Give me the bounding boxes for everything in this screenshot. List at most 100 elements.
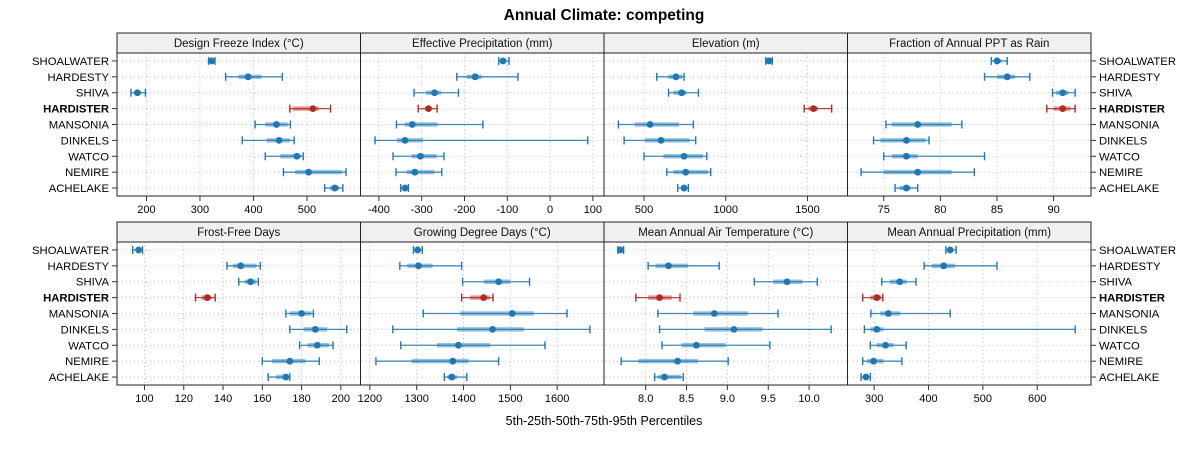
- median-dot: [411, 168, 419, 176]
- x-tick-label: 180: [292, 393, 310, 405]
- site-label-right: HARDESTY: [1099, 261, 1161, 273]
- x-tick-label: 9.0: [720, 393, 735, 405]
- median-dot: [810, 105, 817, 113]
- x-tick-label: 500: [635, 204, 653, 216]
- median-dot: [298, 310, 305, 317]
- median-dot: [313, 341, 321, 349]
- median-dot: [480, 294, 488, 302]
- x-tick-label: 200: [332, 393, 350, 405]
- median-dot: [1003, 73, 1011, 81]
- site-label-right: DINKELS: [1099, 324, 1148, 336]
- median-dot: [665, 262, 672, 270]
- median-dot: [471, 73, 479, 81]
- site-label-left: NEMIRE: [65, 167, 109, 179]
- median-dot: [305, 168, 312, 176]
- site-label-left: SHIVA: [76, 277, 110, 289]
- median-dot: [902, 136, 910, 144]
- median-dot: [331, 184, 339, 192]
- x-tick-label: 600: [1028, 393, 1046, 405]
- median-dot: [1059, 105, 1067, 113]
- median-dot: [273, 121, 280, 128]
- site-label-left: DINKELS: [61, 324, 110, 336]
- median-dot: [203, 294, 211, 302]
- x-tick-label: 0: [547, 204, 553, 216]
- median-dot: [657, 136, 665, 144]
- site-label-left: ACHELAKE: [49, 372, 110, 384]
- x-tick-label: 9.5: [761, 393, 776, 405]
- site-label-left: WATCO: [68, 151, 109, 163]
- median-dot: [896, 278, 904, 286]
- median-dot: [680, 152, 688, 160]
- median-dot: [244, 73, 252, 81]
- median-dot: [282, 373, 290, 381]
- percentiles-caption: 5th-25th-50th-75th-95th Percentiles: [506, 414, 703, 428]
- x-tick-label: 500: [974, 393, 992, 405]
- x-tick-label: 1600: [545, 393, 569, 405]
- strip-label: Growing Degree Days (°C): [414, 227, 551, 239]
- median-dot: [286, 357, 294, 365]
- site-label-right: NEMIRE: [1099, 356, 1143, 368]
- x-tick-label: 500: [298, 204, 316, 216]
- x-tick-label: 300: [191, 204, 209, 216]
- x-tick-label: -300: [411, 204, 433, 216]
- site-label-right: SHOALWATER: [1099, 56, 1176, 68]
- x-tick-label: 10.0: [798, 393, 819, 405]
- site-label-right: WATCO: [1099, 151, 1140, 163]
- median-dot: [993, 57, 1001, 65]
- median-dot: [311, 325, 319, 333]
- x-tick-label: 1500: [795, 204, 819, 216]
- median-dot: [873, 325, 881, 333]
- median-dot: [508, 310, 516, 317]
- x-tick-label: 8.0: [638, 393, 653, 405]
- median-dot: [914, 121, 922, 128]
- strip-label: Fraction of Annual PPT as Rain: [889, 38, 1049, 50]
- median-dot: [680, 184, 688, 192]
- site-label-left: SHOALWATER: [32, 245, 109, 257]
- x-tick-label: 400: [919, 393, 937, 405]
- site-label-right: SHIVA: [1099, 277, 1133, 289]
- x-tick-label: 120: [175, 393, 193, 405]
- x-tick-label: 85: [991, 204, 1003, 216]
- median-dot: [414, 246, 422, 254]
- x-tick-label: 1500: [498, 393, 522, 405]
- x-tick-label: 75: [878, 204, 890, 216]
- site-label-right: HARDISTER: [1099, 293, 1165, 305]
- median-dot: [208, 57, 216, 65]
- strip-label: Mean Annual Air Temperature (°C): [638, 227, 813, 239]
- median-dot: [678, 89, 686, 97]
- median-dot: [902, 152, 910, 160]
- site-label-left: HARDESTY: [47, 261, 109, 273]
- x-tick-label: 90: [1048, 204, 1060, 216]
- median-dot: [914, 168, 922, 176]
- median-dot: [870, 357, 877, 365]
- median-dot: [672, 73, 680, 81]
- site-label-right: SHIVA: [1099, 88, 1133, 100]
- median-dot: [682, 168, 690, 176]
- site-label-right: ACHELAKE: [1099, 183, 1160, 195]
- x-tick-label: -100: [496, 204, 518, 216]
- site-label-right: NEMIRE: [1099, 167, 1143, 179]
- median-dot: [902, 184, 910, 192]
- site-label-left: DINKELS: [61, 135, 110, 147]
- median-dot: [940, 262, 948, 270]
- median-dot: [692, 341, 700, 349]
- site-label-left: MANSONIA: [49, 309, 110, 321]
- site-label-left: HARDESTY: [47, 72, 109, 84]
- site-label-left: HARDISTER: [43, 104, 109, 116]
- x-tick-label: 160: [253, 393, 271, 405]
- x-tick-label: 8.5: [679, 393, 694, 405]
- median-dot: [449, 357, 457, 365]
- strip-label: Frost-Free Days: [197, 227, 280, 239]
- site-label-left: SHOALWATER: [32, 56, 109, 68]
- median-dot: [616, 246, 624, 254]
- strip-label: Mean Annual Precipitation (mm): [887, 227, 1051, 239]
- site-label-right: HARDISTER: [1099, 104, 1165, 116]
- site-label-right: MANSONIA: [1099, 309, 1160, 321]
- x-tick-label: 1200: [358, 393, 382, 405]
- median-dot: [765, 57, 773, 65]
- median-dot: [275, 136, 283, 144]
- site-label-left: SHIVA: [76, 88, 110, 100]
- x-tick-label: 1300: [404, 393, 428, 405]
- median-dot: [401, 184, 409, 192]
